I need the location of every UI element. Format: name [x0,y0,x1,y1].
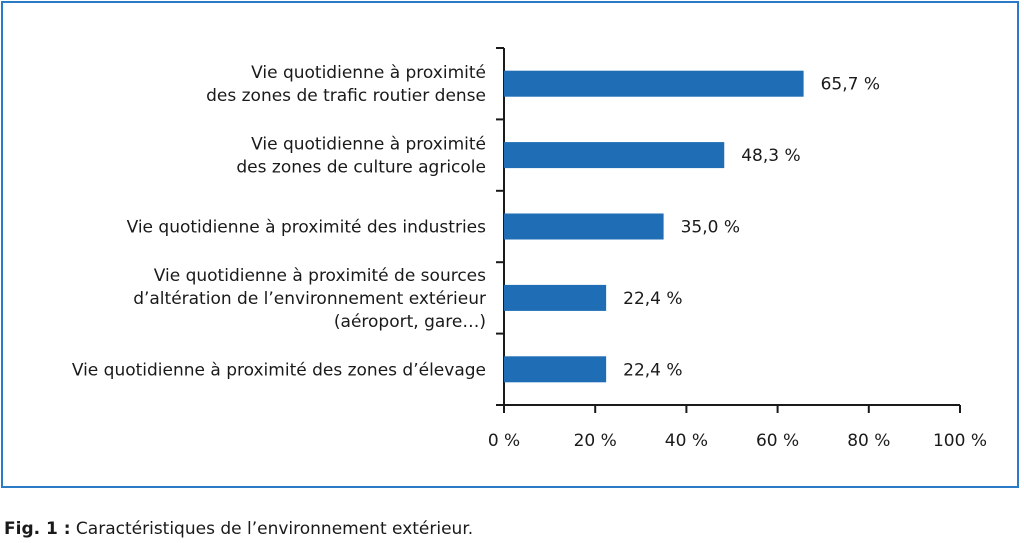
bar [504,142,725,169]
data-label: 22,4 % [623,360,682,380]
category-label-line: Vie quotidienne à proximité de sources [154,266,486,286]
data-label: 48,3 % [741,146,800,166]
category-label: Vie quotidienne à proximité des zones d’… [72,360,486,380]
bars [504,70,804,383]
category-label: Vie quotidienne à proximité des zones de … [206,63,486,106]
x-tick-labels: 0 % 20 % 40 % 60 % 80 % 100 % [488,431,987,451]
category-label-line: des zones de culture agricole [236,158,486,178]
data-label: 22,4 % [623,289,682,309]
figure-caption: Fig. 1 : Caractéristiques de l’environne… [4,519,473,539]
category-label-line: Vie quotidienne à proximité des industri… [127,218,487,238]
x-tick-label: 60 % [756,431,799,451]
x-tick-label: 0 % [488,431,520,451]
x-tick-label: 100 % [933,431,987,451]
bar [504,70,804,97]
x-tick-label: 40 % [665,431,708,451]
value-labels: 65,7 % 48,3 % 35,0 % 22,4 % 22,4 % [623,75,880,381]
category-labels: Vie quotidienne à proximité des zones de … [72,63,486,380]
bar [504,356,607,383]
bar [504,284,607,311]
category-label-line: (aéroport, gare…) [334,312,486,332]
category-label: Vie quotidienne à proximité de sources d’… [133,266,486,332]
data-label: 35,0 % [681,218,740,238]
bar-chart: Vie quotidienne à proximité des zones de … [72,47,987,451]
caption-text: Caractéristiques de l’environnement exté… [70,519,474,539]
x-tick-label: 80 % [847,431,890,451]
category-label: Vie quotidienne à proximité des industri… [127,218,487,238]
category-label-line: Vie quotidienne à proximité [251,135,486,155]
category-label-line: Vie quotidienne à proximité des zones d’… [72,360,486,380]
category-label-line: des zones de trafic routier dense [206,86,486,106]
data-label: 65,7 % [821,75,880,95]
caption-prefix: Fig. 1 : [4,519,71,539]
bar [504,213,664,240]
category-label-line: d’altération de l’environnement extérieu… [133,289,486,309]
chart-frame [1,1,1019,488]
category-label-line: Vie quotidienne à proximité [251,63,486,83]
x-tick-label: 20 % [574,431,617,451]
category-label: Vie quotidienne à proximité des zones de … [236,135,486,178]
